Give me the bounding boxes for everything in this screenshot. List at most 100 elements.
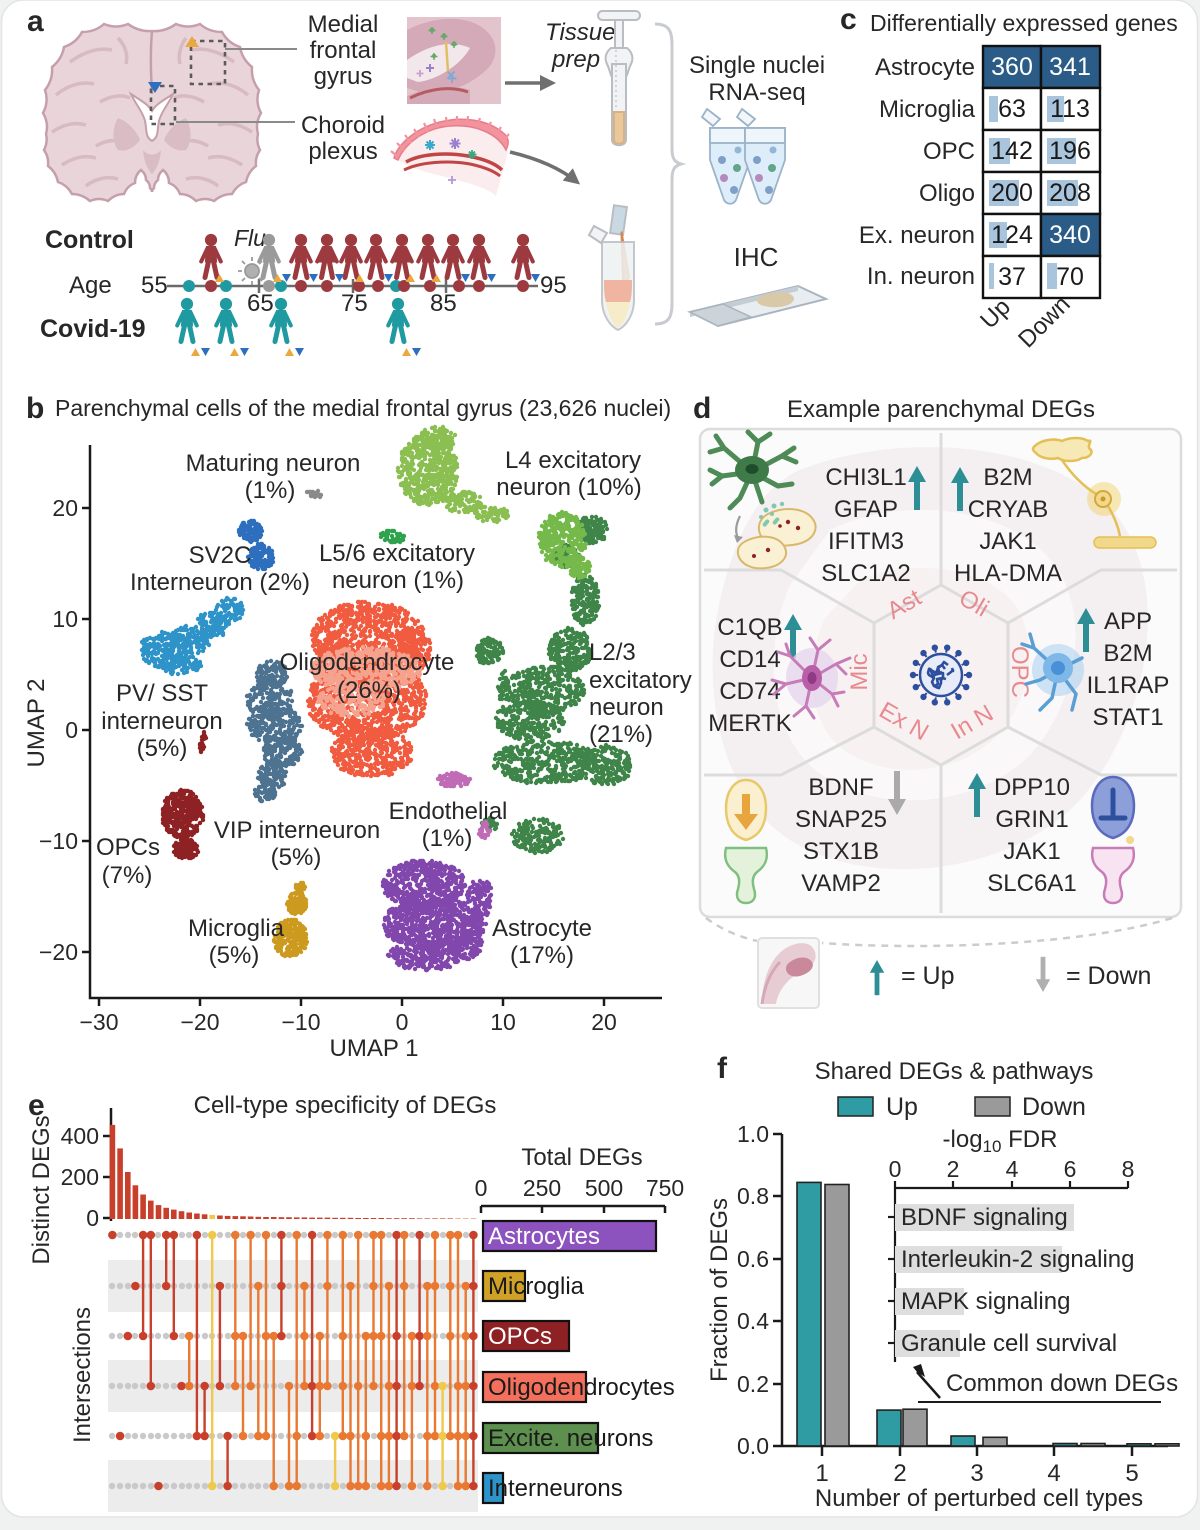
svg-text:HLA-DMA: HLA-DMA — [954, 560, 1062, 587]
svg-text:JAK1: JAK1 — [979, 528, 1036, 555]
svg-text:JAK1: JAK1 — [1003, 838, 1060, 865]
svg-text:−20: −20 — [39, 939, 78, 965]
svg-text:10: 10 — [490, 1009, 516, 1035]
svg-text:Differentially expressed genes: Differentially expressed genes — [870, 10, 1178, 36]
svg-text:GFAP: GFAP — [834, 496, 898, 523]
svg-text:MAPK signaling: MAPK signaling — [901, 1288, 1070, 1315]
svg-text:Tissue: Tissue — [545, 19, 615, 46]
svg-text:SV2C: SV2C — [189, 542, 252, 569]
svg-text:APP: APP — [1104, 608, 1152, 635]
svg-text:0: 0 — [65, 717, 78, 743]
svg-text:Parenchymal cells of the media: Parenchymal cells of the medial frontal … — [55, 395, 671, 421]
svg-text:Age: Age — [69, 272, 112, 299]
svg-text:UMAP 2: UMAP 2 — [23, 679, 50, 768]
svg-text:(5%): (5%) — [209, 942, 260, 969]
svg-text:500: 500 — [585, 1175, 623, 1201]
svg-text:OPC: OPC — [923, 138, 975, 165]
svg-text:Total DEGs: Total DEGs — [521, 1144, 642, 1171]
svg-text:Up: Up — [886, 1093, 918, 1121]
svg-text:L2/3: L2/3 — [589, 639, 636, 666]
svg-text:gyrus: gyrus — [314, 63, 373, 90]
svg-text:2: 2 — [947, 1156, 960, 1182]
svg-text:Astrocytes: Astrocytes — [488, 1223, 600, 1250]
svg-text:196: 196 — [1049, 137, 1091, 165]
svg-text:4: 4 — [1047, 1460, 1060, 1487]
svg-text:Shared DEGs & pathways: Shared DEGs & pathways — [815, 1058, 1094, 1085]
svg-text:Single nuclei: Single nuclei — [689, 52, 825, 79]
svg-text:BDNF signaling: BDNF signaling — [901, 1204, 1068, 1231]
svg-text:MERTK: MERTK — [708, 710, 792, 737]
svg-text:Fraction of DEGs: Fraction of DEGs — [706, 1198, 733, 1382]
svg-text:SLC1A2: SLC1A2 — [821, 560, 910, 587]
svg-text:frontal: frontal — [310, 37, 377, 64]
svg-text:65: 65 — [247, 290, 274, 317]
svg-text:neuron: neuron — [589, 694, 664, 721]
svg-text:(26%): (26%) — [337, 677, 401, 704]
svg-text:GRIN1: GRIN1 — [995, 806, 1068, 833]
svg-text:Control: Control — [45, 226, 134, 254]
svg-text:Number of perturbed cell types: Number of perturbed cell types — [815, 1485, 1143, 1512]
svg-text:−10: −10 — [281, 1009, 320, 1035]
svg-text:CD74: CD74 — [719, 678, 780, 705]
svg-text:20: 20 — [591, 1009, 617, 1035]
svg-text:IHC: IHC — [734, 242, 779, 272]
svg-text:(7%): (7%) — [102, 862, 153, 889]
svg-text:Interneuron (2%): Interneuron (2%) — [130, 569, 310, 596]
svg-text:70: 70 — [1056, 263, 1084, 291]
svg-text:Microglia: Microglia — [488, 1273, 585, 1300]
svg-text:PV/ SST: PV/ SST — [116, 680, 208, 707]
svg-text:113: 113 — [1050, 95, 1090, 123]
svg-text:Astrocyte: Astrocyte — [875, 54, 975, 81]
svg-text:Flu: Flu — [234, 225, 266, 251]
svg-text:UMAP 1: UMAP 1 — [330, 1035, 419, 1062]
svg-text:neuron (1%): neuron (1%) — [332, 567, 464, 594]
svg-text:b: b — [26, 392, 44, 425]
svg-text:(5%): (5%) — [137, 735, 188, 762]
svg-text:3: 3 — [970, 1460, 983, 1487]
svg-text:Astrocyte: Astrocyte — [492, 915, 592, 942]
svg-text:250: 250 — [523, 1175, 561, 1201]
svg-text:B2M: B2M — [1103, 640, 1152, 667]
svg-text:f: f — [717, 1052, 728, 1085]
svg-text:Example parenchymal DEGs: Example parenchymal DEGs — [787, 396, 1095, 423]
svg-text:1: 1 — [815, 1460, 828, 1487]
svg-text:VIP interneuron: VIP interneuron — [214, 817, 380, 844]
svg-text:OPCs: OPCs — [488, 1323, 552, 1350]
svg-text:0: 0 — [475, 1175, 488, 1201]
svg-text:interneuron: interneuron — [101, 708, 222, 735]
svg-text:0.0: 0.0 — [737, 1433, 769, 1459]
svg-text:a: a — [27, 5, 44, 38]
svg-text:1.0: 1.0 — [737, 1121, 769, 1147]
svg-text:340: 340 — [1049, 221, 1091, 249]
svg-text:55: 55 — [141, 272, 168, 299]
svg-text:6: 6 — [1064, 1156, 1077, 1182]
svg-text:10: 10 — [52, 606, 78, 632]
svg-text:−20: −20 — [180, 1009, 219, 1035]
svg-text:2: 2 — [893, 1460, 906, 1487]
svg-text:Interneurons: Interneurons — [488, 1475, 623, 1502]
svg-text:360: 360 — [991, 53, 1033, 81]
svg-text:d: d — [693, 392, 711, 425]
svg-text:B2M: B2M — [983, 464, 1032, 491]
svg-text:Oligo: Oligo — [919, 180, 975, 207]
svg-text:RNA-seq: RNA-seq — [708, 79, 805, 106]
svg-text:= Down: = Down — [1066, 962, 1151, 990]
svg-text:SNAP25: SNAP25 — [795, 806, 887, 833]
svg-text:0.6: 0.6 — [737, 1246, 769, 1272]
svg-text:208: 208 — [1049, 179, 1091, 207]
svg-text:200: 200 — [991, 179, 1033, 207]
svg-text:Oligodendrocytes: Oligodendrocytes — [488, 1374, 675, 1401]
svg-text:−30: −30 — [79, 1009, 118, 1035]
svg-text:Mic: Mic — [846, 653, 873, 690]
svg-text:Granule cell survival: Granule cell survival — [901, 1330, 1117, 1357]
svg-text:Intersections: Intersections — [69, 1307, 96, 1443]
svg-text:prep: prep — [551, 46, 600, 73]
svg-text:plexus: plexus — [308, 138, 377, 165]
svg-text:(1%): (1%) — [245, 477, 296, 504]
svg-text:Common down DEGs: Common down DEGs — [946, 1370, 1178, 1397]
svg-text:CHI3L1: CHI3L1 — [825, 464, 906, 491]
svg-text:neuron (10%): neuron (10%) — [496, 474, 641, 501]
svg-text:C1QB: C1QB — [717, 614, 782, 641]
svg-text:Maturing neuron: Maturing neuron — [186, 450, 361, 477]
svg-text:0.4: 0.4 — [737, 1308, 769, 1334]
